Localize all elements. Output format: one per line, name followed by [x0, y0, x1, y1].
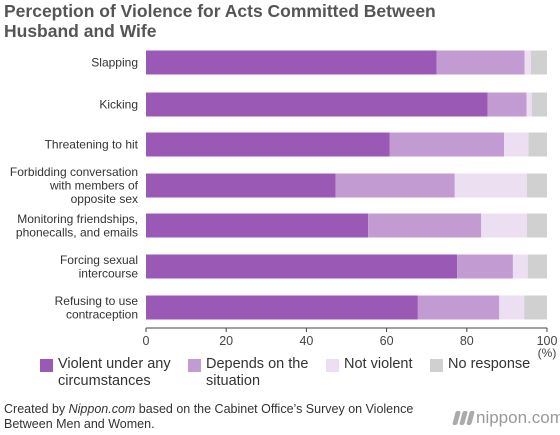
category-label: Threatening to hit [45, 138, 139, 152]
bar-segment [146, 50, 437, 75]
category-labels: Slapping Kicking Threatening to hit Forbidd… [10, 56, 139, 322]
chart-title: Perception of Violence for Acts Committe… [4, 1, 436, 41]
bar-segment [526, 92, 532, 117]
source-site: Nippon.com [68, 402, 136, 416]
category-label: Kicking [99, 98, 138, 112]
bar-segment [524, 295, 547, 320]
source-note: Created by Nippon.com based on the Cabin… [4, 402, 434, 432]
bar-segment [146, 132, 390, 157]
x-tick-label: 0 [143, 334, 150, 348]
bar-segment [530, 50, 547, 75]
nippon-logo: nippon.com [452, 408, 560, 428]
bar-segment [146, 254, 458, 279]
category-label: Monitoring friendships, phonecalls, and e… [16, 212, 138, 240]
bar-segment [499, 295, 525, 320]
legend-label: Violent under any circumstances [58, 356, 171, 389]
logo-text: nippon.com [476, 408, 560, 427]
bar-segment [146, 173, 336, 198]
legend-swatch [40, 359, 53, 372]
bar-segment [417, 295, 500, 320]
legend-swatch [188, 359, 201, 372]
x-tick-label: 60 [380, 334, 394, 348]
bar-segment [146, 213, 369, 238]
bar-segment [527, 254, 547, 279]
legend-label: Not violent [344, 356, 413, 372]
x-tick-label: 80 [460, 334, 474, 348]
bar-segment [368, 213, 482, 238]
x-tick-label: 20 [219, 334, 233, 348]
x-tick-label: 40 [299, 334, 313, 348]
bar-segment [524, 50, 531, 75]
bar-segment [454, 173, 527, 198]
bar-segment [512, 254, 528, 279]
category-label: Refusing to use contraception [55, 294, 139, 322]
bar-segment [526, 213, 547, 238]
bar-segment [146, 295, 418, 320]
legend-label: No response [448, 356, 531, 372]
x-axis-unit: (%) [538, 346, 557, 360]
category-label: Slapping [91, 56, 138, 70]
bar-segment [504, 132, 529, 157]
category-label: Forbidding conversation with members of op… [10, 165, 139, 206]
x-axis: 0 20 40 60 80 100(%) [143, 327, 558, 360]
bar-segment [528, 132, 547, 157]
legend-swatch [430, 359, 443, 372]
bar-segment [481, 213, 527, 238]
legend-label: Depends on the situation [206, 356, 309, 389]
bar-segment [526, 173, 547, 198]
x-tick-label: 100 [537, 334, 558, 348]
legend-swatch [326, 359, 339, 372]
bar-segment [389, 132, 505, 157]
bar-segment [487, 92, 527, 117]
source-suffix: based on the Cabinet Office’s Survey on … [4, 402, 414, 431]
bar-segment [457, 254, 513, 279]
bar-segment [436, 50, 525, 75]
bar-segment [335, 173, 455, 198]
category-label: Forcing sexual intercourse [60, 253, 138, 281]
bars-group [146, 50, 547, 320]
bar-segment [146, 92, 488, 117]
source-prefix: Created by [4, 402, 69, 416]
nippon-logo-mark-icon [452, 409, 475, 427]
bar-segment [531, 92, 547, 117]
